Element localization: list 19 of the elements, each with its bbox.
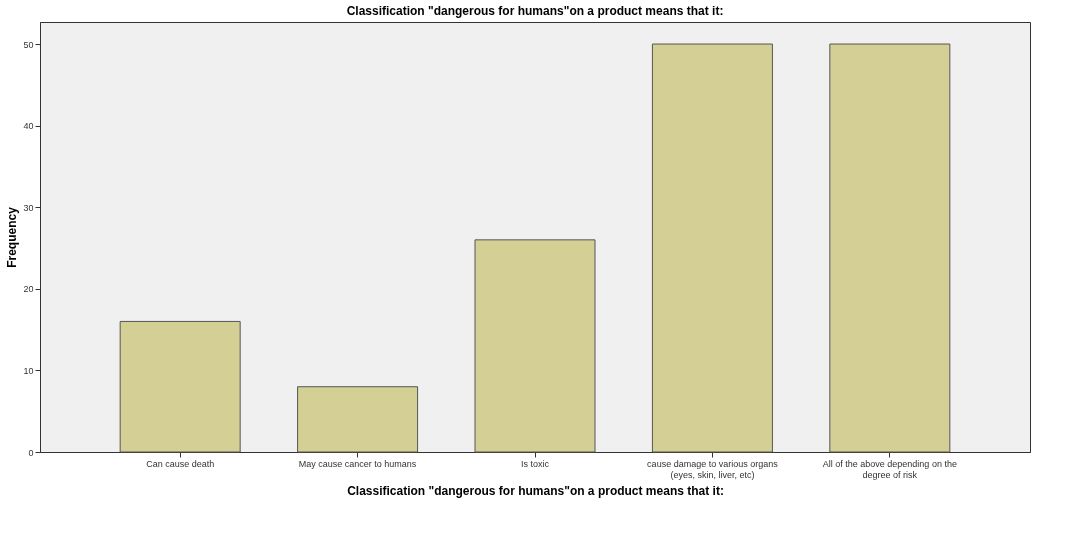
x-tick-label: May cause cancer to humans [298,458,417,469]
x-tick-label: Is toxic [520,458,550,469]
y-tick-label: 20 [23,284,34,295]
bar [829,43,951,453]
bar [119,320,241,453]
y-tick-label: 10 [23,365,34,376]
bar [474,239,596,453]
y-tick-label: 40 [23,121,34,132]
x-tick-label: All of the above depending on the degree of risk [822,458,957,480]
bar [297,386,419,453]
x-tick-label: cause damage to various organs (eyes, skin, liver, etc) [647,458,779,480]
chart-title: Classification "dangerous for humans"on a product means that it: [346,4,724,18]
y-tick-label: 0 [28,447,34,458]
y-tick-label: 50 [23,39,34,50]
y-tick-label: 30 [23,202,34,213]
x-axis-title: Classification "dangerous for humans"on a product means that it: [347,483,724,498]
bar [651,43,773,453]
y-axis-title: Frequency [5,206,20,268]
x-tick-label: Can cause death [146,458,215,469]
